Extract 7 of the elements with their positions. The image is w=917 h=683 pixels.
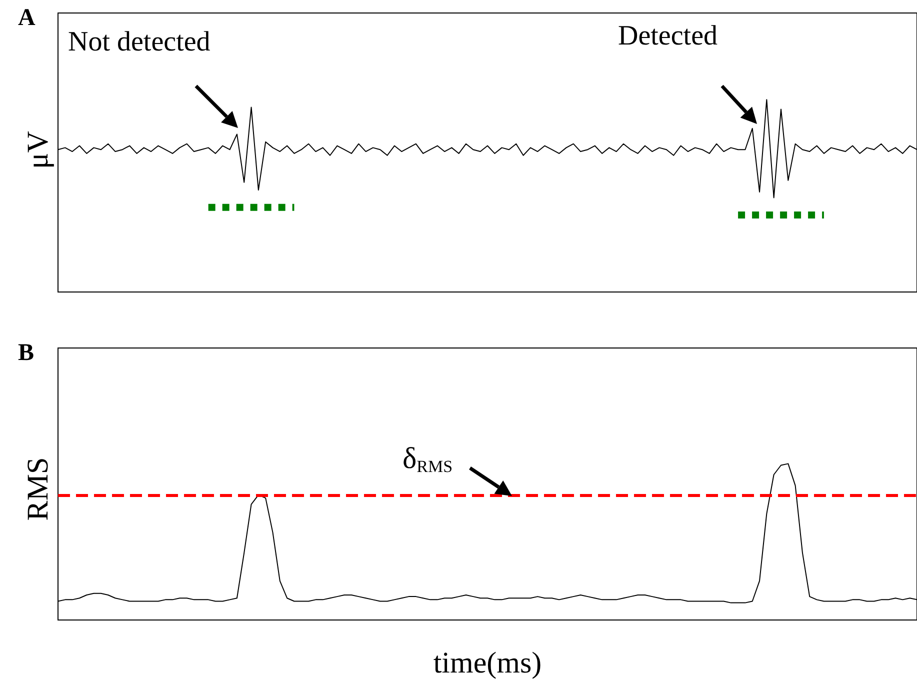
chart-title: A — [18, 5, 36, 31]
text: Not detected — [68, 26, 210, 58]
chart-title: B — [18, 340, 34, 366]
y-axis-title: RMS — [22, 457, 54, 521]
text: Detected — [618, 20, 718, 52]
y-axis-title: μV — [22, 130, 54, 169]
x-axis-title: time(ms) — [433, 646, 542, 680]
